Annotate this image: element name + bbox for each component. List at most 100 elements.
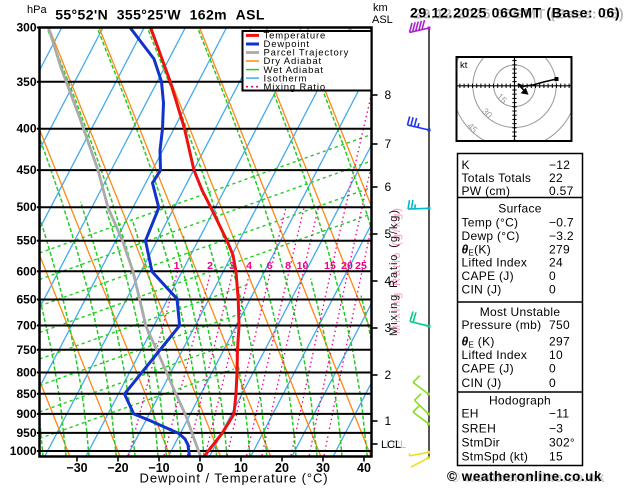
svg-text:EH: EH (462, 407, 479, 421)
svg-text:−11: −11 (549, 407, 569, 421)
svg-text:Dewpoint: Dewpoint (264, 39, 310, 50)
svg-text:1000: 1000 (10, 444, 37, 458)
svg-text:Temp (°C): Temp (°C) (462, 216, 519, 230)
svg-text:0: 0 (549, 269, 556, 283)
svg-text:Isotherm: Isotherm (264, 73, 308, 84)
svg-text:1: 1 (174, 260, 180, 272)
svg-text:8: 8 (285, 260, 291, 272)
svg-text:Parcel Trajectory: Parcel Trajectory (264, 48, 350, 59)
svg-text:ASL: ASL (372, 14, 393, 26)
svg-text:29.12.2025 06GMT (Base: 06): 29.12.2025 06GMT (Base: 06) (410, 5, 620, 21)
svg-text:800: 800 (16, 366, 36, 380)
svg-text:950: 950 (16, 426, 36, 440)
svg-text:650: 650 (16, 293, 36, 307)
svg-text:Hodograph: Hodograph (489, 393, 551, 407)
svg-text:15: 15 (324, 260, 336, 272)
svg-text:−0.7: −0.7 (549, 216, 574, 230)
svg-text:θE(K): θE(K) (462, 242, 492, 257)
svg-text:450: 450 (16, 163, 36, 177)
svg-text:StmDir: StmDir (462, 435, 500, 449)
svg-text:20: 20 (341, 260, 353, 272)
svg-text:10: 10 (234, 461, 248, 475)
svg-text:LCL: LCL (386, 439, 406, 451)
svg-text:279: 279 (549, 242, 570, 256)
svg-text:LCL: LCL (381, 439, 401, 451)
svg-text:Surface: Surface (498, 202, 541, 216)
svg-text:km: km (373, 2, 388, 14)
svg-text:0: 0 (549, 376, 556, 390)
svg-text:20: 20 (275, 461, 289, 475)
svg-text:CAPE (J): CAPE (J) (462, 362, 514, 376)
svg-text:6: 6 (267, 260, 273, 272)
svg-text:600: 600 (16, 264, 36, 278)
svg-text:750: 750 (549, 318, 570, 332)
svg-text:−3: −3 (549, 421, 563, 435)
svg-text:Dry Adiabat: Dry Adiabat (264, 56, 322, 67)
svg-text:StmSpd (kt): StmSpd (kt) (462, 449, 529, 463)
svg-text:2: 2 (385, 368, 392, 382)
svg-text:0: 0 (549, 282, 556, 296)
svg-text:55°52'N 355°25'W 162m ASL: 55°52'N 355°25'W 162m ASL (55, 7, 265, 23)
svg-text:2: 2 (207, 260, 213, 272)
svg-text:Totals Totals: Totals Totals (462, 171, 532, 185)
svg-text:−3.2: −3.2 (549, 229, 574, 243)
svg-text:10: 10 (549, 348, 563, 362)
svg-text:4: 4 (385, 274, 392, 288)
svg-text:kt: kt (460, 60, 468, 71)
svg-text:30: 30 (316, 461, 330, 475)
svg-text:SREH: SREH (462, 421, 497, 435)
svg-text:Temperature: Temperature (264, 31, 327, 42)
svg-text:PW (cm): PW (cm) (462, 184, 511, 198)
svg-text:3: 3 (385, 321, 392, 335)
svg-text:Dewpoint / Temperature (°C): Dewpoint / Temperature (°C) (140, 471, 329, 486)
svg-text:© weatheronline.co.uk: © weatheronline.co.uk (447, 469, 602, 484)
svg-text:K: K (462, 158, 470, 172)
svg-text:15: 15 (549, 449, 563, 463)
svg-text:−30: −30 (66, 461, 87, 475)
svg-text:400: 400 (16, 122, 36, 136)
svg-text:500: 500 (16, 200, 36, 214)
svg-text:40: 40 (357, 461, 371, 475)
svg-text:CIN (J): CIN (J) (462, 282, 502, 296)
svg-text:−12: −12 (549, 158, 570, 172)
svg-text:7: 7 (385, 137, 392, 151)
svg-text:Pressure (mb): Pressure (mb) (462, 318, 542, 332)
svg-text:350: 350 (16, 75, 36, 89)
svg-text:0: 0 (197, 461, 204, 475)
svg-text:Mixing Ratio (g/kg): Mixing Ratio (g/kg) (388, 208, 400, 336)
svg-text:hPa: hPa (27, 4, 47, 16)
svg-text:297: 297 (549, 334, 570, 348)
svg-text:900: 900 (16, 407, 36, 421)
svg-text:24: 24 (549, 256, 563, 270)
svg-text:302°: 302° (549, 435, 575, 449)
svg-text:Lifted Index: Lifted Index (462, 256, 528, 270)
svg-text:−20: −20 (107, 461, 128, 475)
svg-text:8: 8 (385, 88, 392, 102)
svg-text:700: 700 (16, 319, 36, 333)
svg-text:Dewp (°C): Dewp (°C) (462, 229, 520, 243)
svg-text:5: 5 (385, 227, 392, 241)
svg-text:0: 0 (549, 362, 556, 376)
svg-text:550: 550 (16, 234, 36, 248)
svg-text:© weatheronline.co.uk: © weatheronline.co.uk (450, 470, 605, 485)
svg-text:θE (K): θE (K) (462, 334, 495, 349)
svg-text:850: 850 (16, 387, 36, 401)
svg-text:300: 300 (16, 21, 36, 35)
svg-text:Mixing Ratio: Mixing Ratio (264, 82, 326, 93)
svg-text:Lifted Index: Lifted Index (462, 348, 528, 362)
svg-text:750: 750 (16, 343, 36, 357)
svg-text:−10: −10 (148, 461, 169, 475)
svg-text:29.12.2025 06GMT (Base: 06): 29.12.2025 06GMT (Base: 06) (414, 6, 624, 22)
svg-text:CIN (J): CIN (J) (462, 376, 502, 390)
svg-text:CAPE (J): CAPE (J) (462, 269, 514, 283)
svg-text:25: 25 (355, 260, 367, 272)
svg-text:6: 6 (385, 180, 392, 194)
svg-text:Most Unstable: Most Unstable (480, 305, 561, 319)
svg-text:0.57: 0.57 (549, 184, 574, 198)
svg-text:4: 4 (246, 260, 252, 272)
svg-text:3: 3 (229, 260, 235, 272)
svg-text:Mixing Ratio (g/kg): Mixing Ratio (g/kg) (391, 206, 403, 334)
svg-text:10: 10 (297, 260, 309, 272)
svg-text:Wet Adiabat: Wet Adiabat (264, 65, 324, 76)
svg-text:1: 1 (385, 414, 392, 428)
